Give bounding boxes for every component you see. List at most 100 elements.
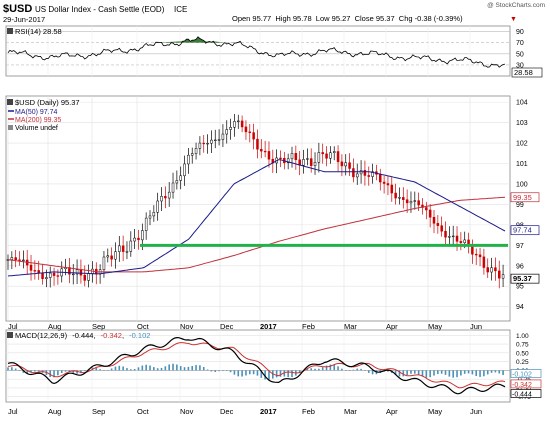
macd-hist-bar [429, 370, 431, 378]
macd-hist-bar [218, 370, 220, 372]
candle-body [371, 171, 374, 177]
candle-body [179, 175, 182, 181]
macd-hist-bar [191, 366, 194, 371]
rsi-current-label: 28.58 [514, 68, 533, 77]
macd-hist-bar [145, 364, 147, 371]
ma200-line [7, 196, 506, 273]
candle-body [263, 150, 267, 153]
candle-body [309, 158, 313, 166]
candle-body [317, 152, 321, 163]
macd-hist-bar [486, 370, 489, 375]
month-label: Dec [220, 407, 234, 416]
candle-body [71, 273, 75, 276]
macd-hist-bar [306, 368, 309, 371]
macd-hist-bar [421, 370, 424, 377]
month-label: Sep [92, 322, 105, 331]
month-label: Nov [180, 322, 194, 331]
candle-body [183, 163, 186, 177]
macd-hist-bar [229, 370, 232, 373]
macd-hist-value-label: -0.102 [512, 371, 532, 378]
candle-body [83, 274, 87, 281]
macd-hist-bar [241, 370, 243, 377]
rsi-legend-box [7, 28, 13, 34]
month-label: Apr [386, 322, 398, 331]
candle-body [252, 132, 255, 140]
macd-hist-bar [95, 367, 98, 371]
price-legend-box [7, 99, 13, 105]
macd-hist-bar [176, 364, 178, 371]
volume-legend-swatch [8, 125, 13, 130]
macd-hist-bar [256, 370, 259, 376]
macd-hist-bar [156, 368, 159, 371]
month-label: Feb [302, 322, 315, 331]
close-value-bg [510, 273, 540, 284]
macd-hist-bar [268, 370, 270, 380]
price-tick-label: 101 [516, 161, 528, 168]
price-tick-label: 104 [516, 100, 528, 107]
macd-hist-bar [314, 368, 316, 371]
month-label: Oct [137, 407, 150, 416]
macd-hist-bar [479, 370, 481, 377]
macd-hist-bar [222, 370, 224, 371]
ma50-value-bg [510, 225, 540, 236]
macd-hist-bar [425, 370, 428, 378]
rsi-axis: 30 50 70 90 [516, 29, 524, 69]
candle-body [160, 196, 163, 202]
rsi-legend: RSI(14) 28.58 [15, 27, 62, 36]
candle-body [175, 180, 179, 184]
candle-body [405, 199, 409, 204]
candle-body [409, 200, 413, 204]
macd-legend: MACD(12,26,9) -0.444, -0.342, -0.102 [15, 331, 150, 340]
month-label: May [428, 322, 442, 331]
candle-body [156, 200, 159, 213]
candle-body [206, 142, 209, 145]
candle-body [494, 267, 497, 272]
macd-hist-bar [225, 370, 228, 371]
candle-body [386, 183, 390, 186]
macd-legend-hist: -0.102 [129, 331, 150, 340]
month-label: Aug [48, 407, 61, 416]
macd-hist-bar [60, 370, 63, 374]
macd-hist-bar [341, 368, 343, 371]
macd-line [7, 336, 506, 395]
candle-body [444, 230, 447, 238]
macd-hist-bar [394, 370, 397, 376]
macd-hist-bar [364, 370, 366, 371]
candle-body [68, 267, 71, 275]
macd-hist-bar [76, 370, 78, 374]
macd-hist-bar [34, 370, 36, 372]
month-label: 2017 [260, 322, 277, 331]
month-label: 2017 [260, 407, 277, 416]
rsi-line [7, 36, 506, 68]
candle-body [48, 272, 52, 278]
candle-body [141, 230, 144, 241]
macd-hist-bar [483, 370, 485, 377]
rsi-overbought-fill [155, 36, 241, 43]
macd-hist-bar [149, 365, 151, 371]
candle-body [279, 157, 282, 160]
candle-body [213, 139, 217, 141]
price-tick-label: 103 [516, 120, 528, 127]
candle-body [402, 197, 405, 200]
candle-body [440, 225, 443, 232]
candle-body [448, 236, 451, 238]
ma50-legend: MA(50) 97.74 [15, 109, 58, 116]
price-tick-label: 94 [516, 304, 524, 311]
candle-body [114, 251, 117, 260]
price-tick-label: 99 [516, 202, 524, 209]
candle-body [436, 223, 440, 226]
macd-value-bg [510, 389, 542, 398]
macd-value-label: -0.444 [512, 391, 532, 398]
close-value-label: 95.37 [513, 274, 532, 283]
macd-hist-bar [452, 370, 454, 378]
macd-value-labels: -0.102 -0.342 -0.444 [510, 369, 542, 398]
candle-body [167, 191, 171, 199]
candle-body [187, 154, 190, 165]
month-label: Jul [8, 322, 18, 331]
macd-hist-value-bg [510, 369, 542, 378]
candle-body [79, 269, 83, 276]
candle-body [137, 237, 140, 241]
price-panel-frame [5, 95, 511, 322]
candle-body [325, 153, 328, 159]
